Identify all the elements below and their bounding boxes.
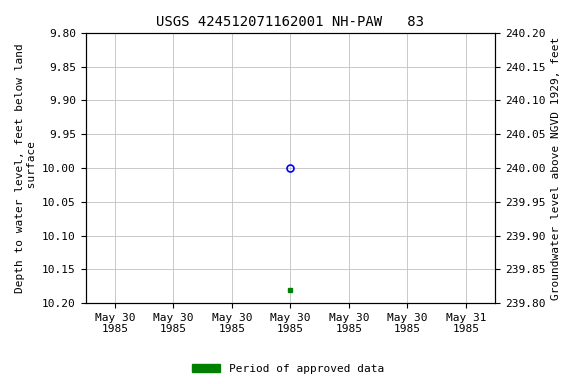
Y-axis label: Depth to water level, feet below land
 surface: Depth to water level, feet below land su…: [15, 43, 37, 293]
Legend: Period of approved data: Period of approved data: [188, 359, 388, 379]
Y-axis label: Groundwater level above NGVD 1929, feet: Groundwater level above NGVD 1929, feet: [551, 36, 561, 300]
Title: USGS 424512071162001 NH-PAW   83: USGS 424512071162001 NH-PAW 83: [157, 15, 425, 29]
